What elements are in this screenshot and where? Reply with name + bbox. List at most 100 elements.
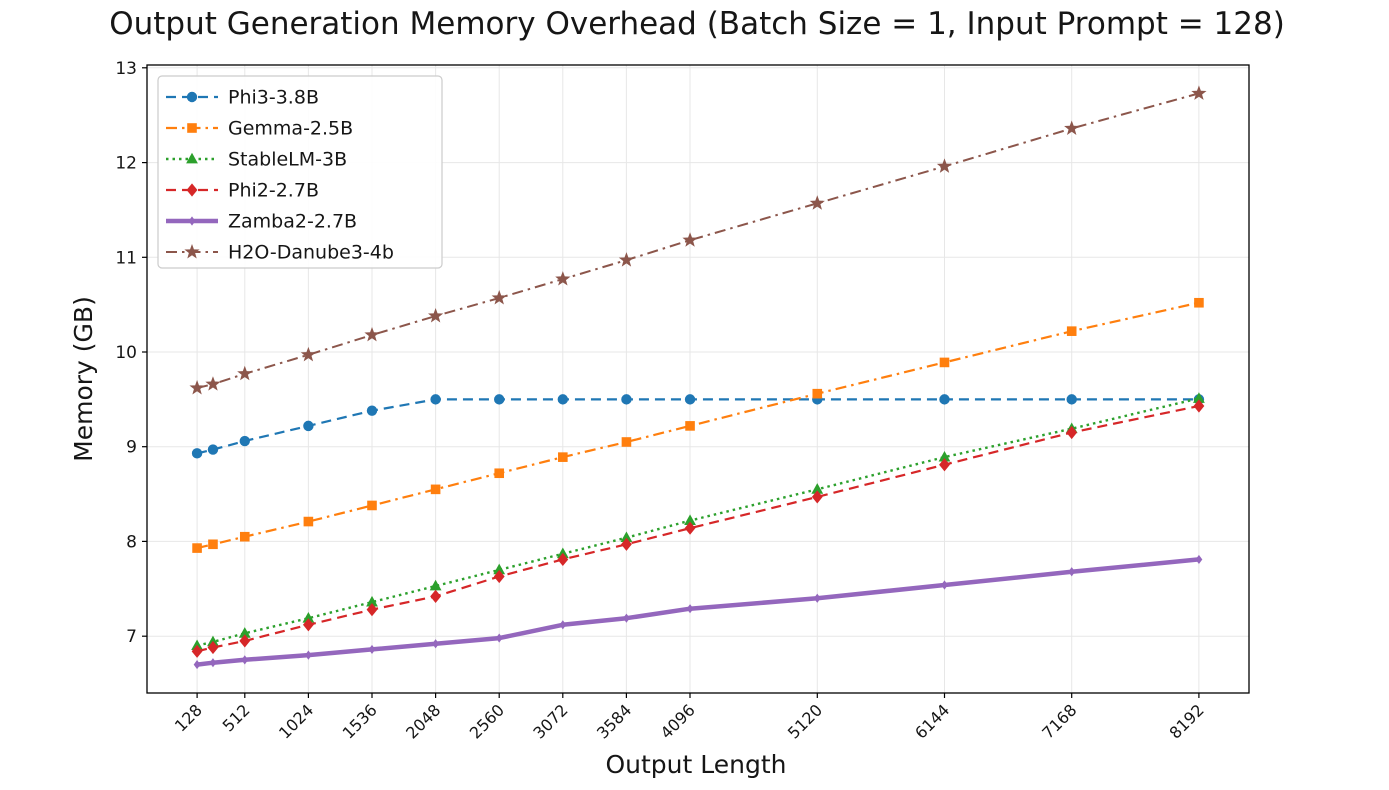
diamond-marker-phi2-2-7b xyxy=(1193,399,1205,413)
chart-title: Output Generation Memory Overhead (Batch… xyxy=(109,6,1285,42)
circle-marker-phi3-3-8b xyxy=(239,435,250,447)
triangle-marker-stablelm-3b xyxy=(938,450,951,462)
x-axis-label: Output Length xyxy=(605,750,786,779)
legend-item-phi2-2-7b: Phi2-2.7B xyxy=(166,180,319,202)
circle-marker-phi3-3-8b xyxy=(191,448,203,459)
legend-item-zamba2-2-7b: Zamba2-2.7B xyxy=(166,211,357,233)
series-line-gemma-2-5b xyxy=(196,301,1200,550)
square-marker-gemma-2-5b xyxy=(1194,297,1204,308)
circle-marker-phi3-3-8b xyxy=(557,394,569,405)
x-tick-label: 4096 xyxy=(657,700,699,742)
thin-diamond-marker-zamba2-2-7b xyxy=(495,633,503,643)
y-axis-label: Memory (GB) xyxy=(69,296,98,462)
star-marker-h2o-danube3-4b xyxy=(1191,85,1207,100)
series-line-phi2-2-7b xyxy=(196,404,1200,653)
triangle-marker-legend xyxy=(186,152,198,164)
legend-box xyxy=(157,75,443,269)
y-tick-label: 13 xyxy=(115,59,137,79)
y-tick-label: 11 xyxy=(115,248,137,268)
triangle-marker-stablelm-3b xyxy=(811,483,824,494)
legend-item-h2o-danube3-4b: H2O-Danube3-4b xyxy=(166,242,394,264)
circle-marker-phi3-3-8b xyxy=(303,420,314,432)
x-tick-label: 6144 xyxy=(911,700,953,742)
legend-label: StableLM-3B xyxy=(228,149,347,171)
diamond-marker-phi2-2-7b xyxy=(621,537,632,551)
circle-marker-legend xyxy=(186,91,198,103)
legend-item-gemma-2-5b: Gemma-2.5B xyxy=(166,118,353,140)
star-marker-h2o-danube3-4b xyxy=(300,346,316,362)
square-marker-gemma-2-5b xyxy=(494,468,505,479)
square-marker-gemma-2-5b xyxy=(939,357,950,368)
circle-marker-phi3-3-8b xyxy=(494,394,505,405)
series-line-zamba2-2-7b xyxy=(196,557,1200,667)
square-marker-gemma-2-5b xyxy=(558,452,568,462)
y-tick-label: 12 xyxy=(115,154,137,174)
thin-diamond-marker-zamba2-2-7b xyxy=(432,639,440,649)
diamond-marker-phi2-2-7b xyxy=(302,618,314,632)
diamond-marker-phi2-2-7b xyxy=(191,644,203,658)
star-marker-h2o-danube3-4b xyxy=(189,380,205,395)
triangle-marker-stablelm-3b xyxy=(429,579,442,591)
x-tick-label: 1536 xyxy=(339,700,381,742)
circle-marker-phi3-3-8b xyxy=(621,394,632,405)
diamond-marker-phi2-2-7b xyxy=(684,521,696,535)
star-marker-h2o-danube3-4b xyxy=(237,365,253,381)
y-tick-label: 10 xyxy=(115,343,137,363)
x-tick-label: 1024 xyxy=(275,700,317,742)
triangle-marker-stablelm-3b xyxy=(493,563,506,575)
diamond-marker-phi2-2-7b xyxy=(207,640,219,655)
star-marker-legend xyxy=(184,244,200,259)
square-marker-gemma-2-5b xyxy=(685,421,695,431)
x-tick-label: 128 xyxy=(171,700,206,735)
legend-label: Phi3-3.8B xyxy=(228,87,319,109)
x-tick-label: 512 xyxy=(219,700,254,735)
circle-marker-phi3-3-8b xyxy=(939,394,950,405)
triangle-marker-stablelm-3b xyxy=(1193,392,1205,403)
legend-label: Gemma-2.5B xyxy=(228,118,353,140)
square-marker-gemma-2-5b xyxy=(192,543,202,553)
triangle-marker-stablelm-3b xyxy=(366,595,378,607)
diamond-marker-phi2-2-7b xyxy=(557,552,569,567)
star-marker-h2o-danube3-4b xyxy=(205,376,221,391)
square-marker-legend xyxy=(187,123,197,133)
x-tick-label: 3584 xyxy=(593,700,635,742)
x-tick-label: 3072 xyxy=(529,700,571,742)
legend-item-stablelm-3b: StableLM-3B xyxy=(166,149,347,171)
axis-spine xyxy=(146,64,1250,694)
series-line-stablelm-3b xyxy=(196,397,1200,647)
star-marker-h2o-danube3-4b xyxy=(428,308,444,323)
y-tick-label: 7 xyxy=(126,627,137,647)
diamond-marker-phi2-2-7b xyxy=(493,569,505,584)
legend: Phi3-3.8B Gemma-2.5B StableLM-3B Phi2-2.7B Z… xyxy=(157,75,443,269)
thin-diamond-marker-zamba2-2-7b xyxy=(686,604,694,614)
diamond-marker-phi2-2-7b xyxy=(239,634,251,648)
x-tick-label: 2560 xyxy=(466,700,508,742)
star-marker-h2o-danube3-4b xyxy=(809,195,825,210)
x-tick-label: 7168 xyxy=(1038,700,1080,742)
star-marker-h2o-danube3-4b xyxy=(682,232,698,247)
square-marker-gemma-2-5b xyxy=(208,539,218,550)
thin-diamond-marker-zamba2-2-7b xyxy=(241,655,249,665)
star-marker-h2o-danube3-4b xyxy=(936,158,953,173)
legend-label: Phi2-2.7B xyxy=(228,180,319,202)
square-marker-gemma-2-5b xyxy=(621,437,632,447)
triangle-marker-stablelm-3b xyxy=(684,514,696,526)
legend-item-phi3-3-8b: Phi3-3.8B xyxy=(166,87,319,109)
thin-diamond-marker-zamba2-2-7b xyxy=(368,644,376,655)
thin-diamond-marker-zamba2-2-7b xyxy=(813,593,821,603)
diamond-marker-phi2-2-7b xyxy=(430,589,442,603)
triangle-marker-stablelm-3b xyxy=(302,611,315,623)
square-marker-gemma-2-5b xyxy=(303,516,314,527)
square-marker-gemma-2-5b xyxy=(812,388,823,399)
thin-diamond-marker-zamba2-2-7b xyxy=(559,620,567,630)
thin-diamond-marker-zamba2-2-7b xyxy=(1195,554,1203,565)
circle-marker-phi3-3-8b xyxy=(207,444,219,455)
y-tick-label: 9 xyxy=(126,438,137,458)
thin-diamond-marker-zamba2-2-7b xyxy=(209,658,217,668)
legend-label: Zamba2-2.7B xyxy=(228,211,357,233)
star-marker-h2o-danube3-4b xyxy=(618,252,635,267)
triangle-marker-stablelm-3b xyxy=(238,627,251,638)
circle-marker-phi3-3-8b xyxy=(430,394,441,405)
triangle-marker-stablelm-3b xyxy=(620,531,633,543)
